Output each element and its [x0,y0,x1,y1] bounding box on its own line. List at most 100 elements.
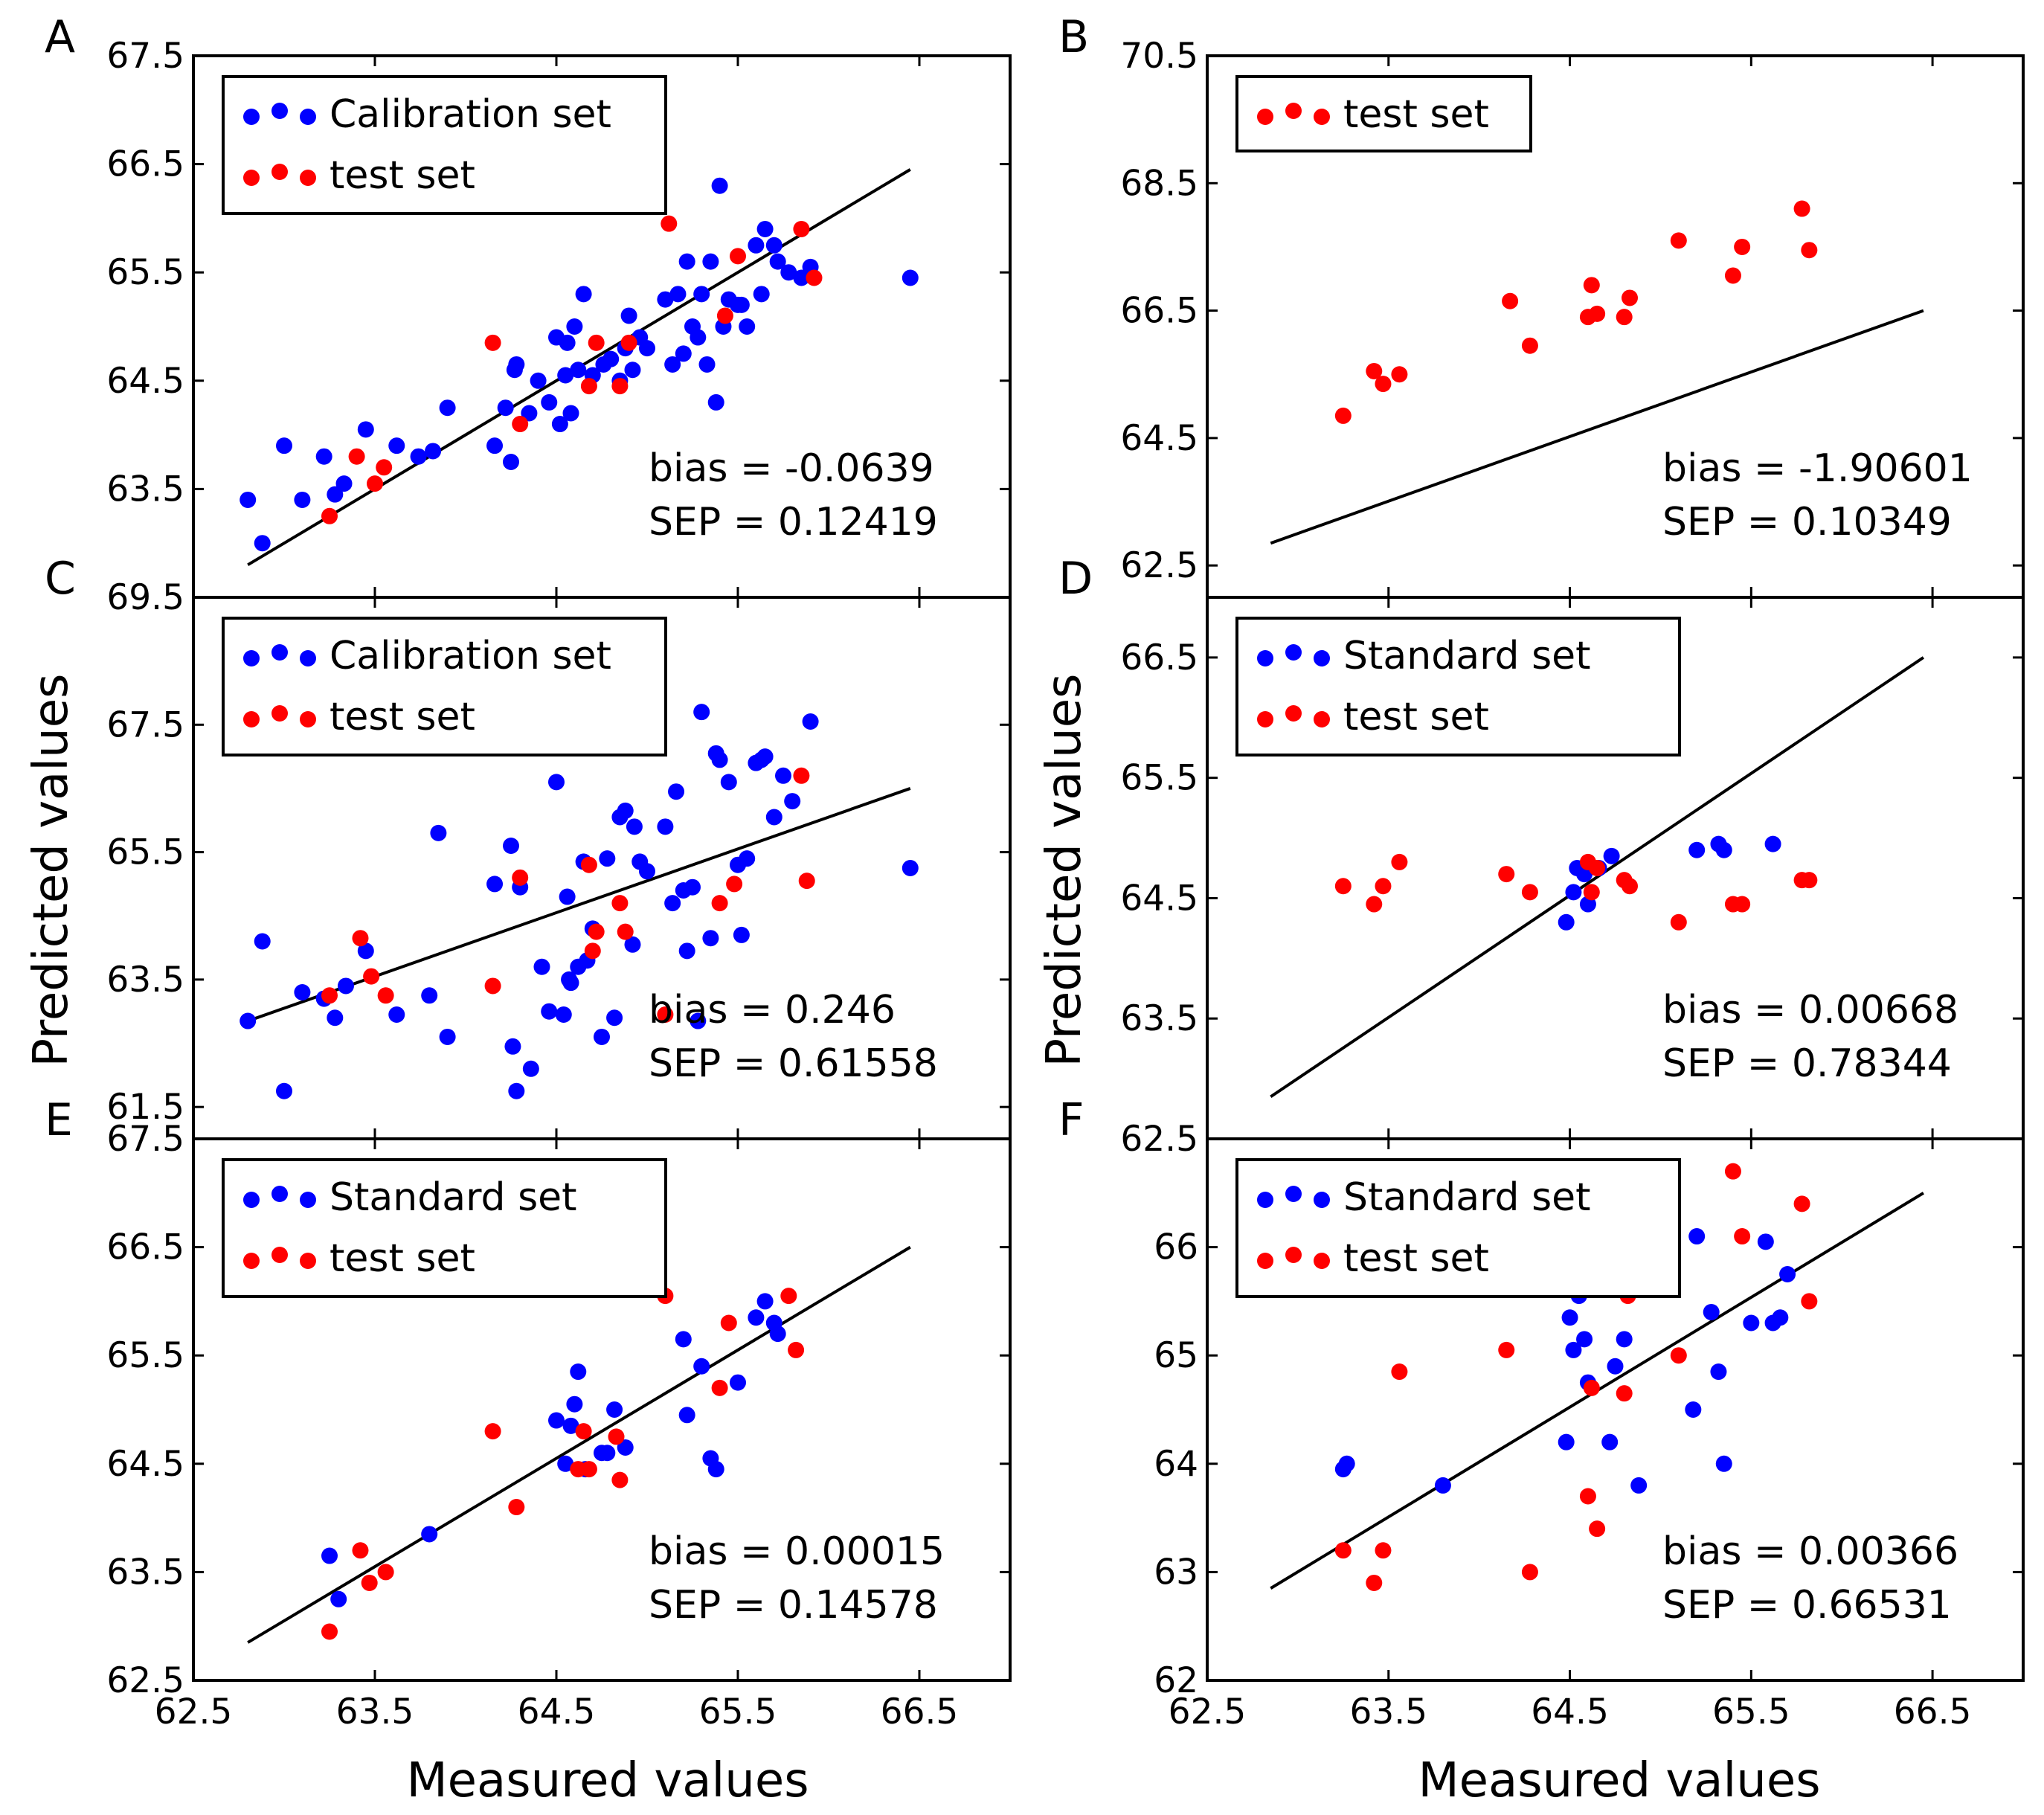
data-point-calibration-set [624,936,641,953]
y-tick-label: 62.5 [106,1660,184,1701]
data-point-calibration-set [555,1006,572,1023]
data-point-test-set [793,767,810,784]
data-point-calibration-set [784,793,801,810]
data-point-standard-set [1565,1341,1582,1358]
data-point-test-set [363,968,380,985]
data-point-calibration-set [575,286,592,303]
data-point-calibration-set [294,984,311,1001]
y-tick-label: 63.5 [106,960,184,1000]
data-point-test-set [367,475,383,492]
data-point-calibration-set [739,318,756,335]
data-point-calibration-set [504,1038,521,1055]
x-axis-label-right: Measured values [1418,1753,1820,1808]
data-point-test-set [1622,289,1639,306]
y-tick-label: 69.5 [106,577,184,618]
data-point-calibration-set [254,933,271,950]
data-point-calibration-set [548,774,565,791]
legend-marker-test-set [243,711,260,727]
data-point-test-set [1391,366,1408,383]
data-point-calibration-set [664,895,681,912]
data-point-calibration-set [733,296,750,313]
data-point-standard-set [606,1401,623,1418]
data-point-calibration-set [669,286,687,303]
data-point-calibration-set [503,454,519,470]
data-point-test-set [661,215,678,232]
data-point-calibration-set [624,362,641,379]
data-point-calibration-set [541,1003,558,1020]
y-tick-label: 70.5 [1120,36,1198,77]
data-point-calibration-set [562,405,579,422]
y-tick-label: 66.5 [1120,637,1198,678]
data-point-calibration-set [559,334,576,351]
data-point-calibration-set [756,748,774,765]
data-point-calibration-set [276,437,292,454]
y-tick-label: 63.5 [106,469,184,510]
series-standard-set [321,1293,786,1607]
data-point-calibration-set [702,930,719,947]
x-tick-label: 65.5 [1712,1692,1790,1732]
legend-box [222,1158,667,1298]
data-point-calibration-set [698,356,716,373]
legend-marker-test-set [300,1253,316,1269]
data-point-calibration-set [693,286,710,303]
data-point-calibration-set [753,286,770,303]
data-point-standard-set [562,1417,579,1434]
data-point-calibration-set [335,475,353,492]
data-point-test-set [575,1423,592,1440]
data-point-calibration-set [421,987,438,1004]
data-point-test-set [617,923,634,940]
legend-label-standard-set: Standard set [1343,634,1591,678]
data-point-test-set [716,307,733,324]
y-tick-label: 63.5 [106,1552,184,1593]
data-point-standard-set [1688,841,1706,858]
data-point-standard-set [557,1455,574,1472]
panel-d: 66.5 65.5 64.5 63.5 62.5 D Standard set test se… [1058,553,2025,1160]
x-tick-label: 63.5 [1349,1692,1427,1732]
data-point-test-set [377,987,394,1004]
x-tick-label: 62.5 [1169,1692,1247,1732]
data-point-calibration-set [497,399,514,417]
data-point-test-set [484,977,501,995]
legend-box [1235,1158,1681,1298]
x-tick-label: 66.5 [1894,1692,1972,1732]
data-point-standard-set [678,1407,695,1424]
legend: test set [1235,75,1532,152]
data-point-calibration-set [240,491,257,508]
data-point-test-set [1366,362,1383,379]
data-point-standard-set [769,1326,786,1343]
data-point-calibration-set [720,774,737,791]
data-point-calibration-set [739,850,756,867]
y-tick-label: 63 [1154,1552,1198,1593]
data-point-calibration-set [439,1028,456,1045]
series-test-set [321,1288,805,1640]
panel-label-a: A [45,11,75,63]
data-point-test-set [376,459,393,476]
sep-annotation: SEP = 0.78344 [1662,1041,1952,1086]
data-point-test-set [1801,872,1818,889]
legend-label-test-set: test set [330,695,475,739]
legend-marker-test-set [1285,103,1302,119]
legend-label-standard-set: Standard set [330,1175,577,1220]
data-point-test-set [1801,1293,1818,1310]
y-tick-label: 65.5 [106,1335,184,1376]
series-test-set [1334,200,1818,424]
data-point-calibration-set [678,253,695,270]
data-point-calibration-set [357,942,374,960]
legend-marker-standard-set [1285,1186,1302,1202]
data-point-test-set [1793,200,1810,217]
x-tick-label: 66.5 [881,1692,959,1732]
data-point-calibration-set [748,237,765,254]
panel-a: 67.5 66.5 65.5 64.5 63.5 A Calibration set test… [45,11,1012,599]
legend-marker-standard-set [1314,650,1330,666]
legend-marker-standard-set [1257,650,1273,666]
data-point-calibration-set [684,878,701,896]
panel-label-b: B [1058,11,1089,63]
data-point-test-set [798,873,815,890]
series-test-set [321,215,823,524]
legend-label-calibration-set: Calibration set [330,92,611,137]
x-tick-label: 64.5 [518,1692,596,1732]
data-point-test-set [348,448,365,465]
data-point-test-set [720,1314,737,1331]
data-point-test-set [321,987,338,1004]
